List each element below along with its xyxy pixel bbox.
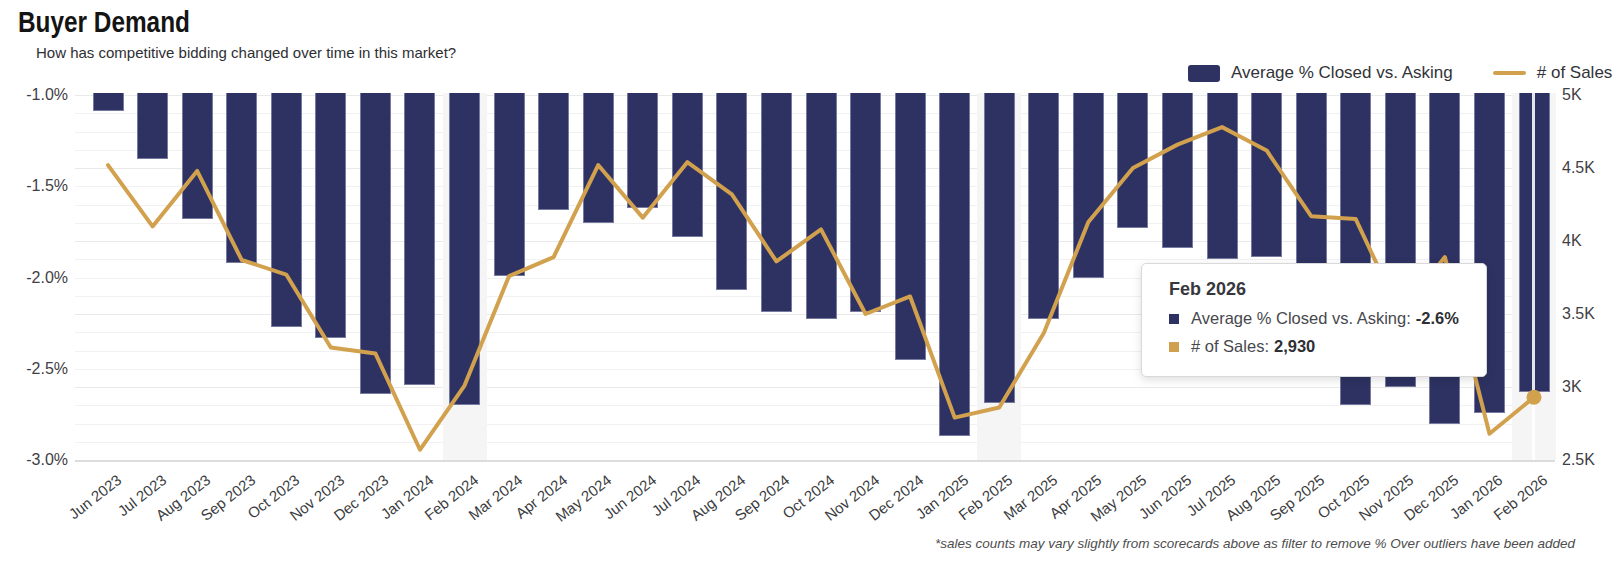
bar-jun-2024[interactable] <box>627 93 658 208</box>
tooltip-title: Feb 2026 <box>1169 279 1486 300</box>
tooltip-row-line: # of Sales: 2,930 <box>1169 337 1486 356</box>
bar-jun-2023[interactable] <box>93 93 124 111</box>
y-axis-right-tick: 3.5K <box>1562 305 1595 323</box>
gridline-major <box>75 387 1552 388</box>
bar-aug-2025[interactable] <box>1251 93 1282 257</box>
y-axis-left-tick: -2.5% <box>14 360 68 378</box>
tooltip-line-value: 2,930 <box>1274 337 1315 356</box>
page-title: Buyer Demand <box>18 6 190 39</box>
bar-jun-2025[interactable] <box>1162 93 1193 248</box>
bar-sep-2023[interactable] <box>226 93 257 263</box>
gridline-minor <box>75 405 1552 406</box>
bar-feb-2024[interactable] <box>449 93 480 405</box>
bar-apr-2025[interactable] <box>1073 93 1104 278</box>
bar-dec-2024[interactable] <box>895 93 926 360</box>
y-axis-left-tick: -1.5% <box>14 177 68 195</box>
bar-feb-2025[interactable] <box>984 93 1015 403</box>
tooltip-line-bullet-icon <box>1169 342 1179 352</box>
bar-jan-2025[interactable] <box>939 93 970 436</box>
bar-aug-2024[interactable] <box>716 93 747 290</box>
tooltip-line-label: # of Sales: <box>1191 337 1269 356</box>
bar-oct-2024[interactable] <box>806 93 837 319</box>
bar-nov-2023[interactable] <box>315 93 346 338</box>
y-axis-left-tick: -2.0% <box>14 269 68 287</box>
bar-nov-2024[interactable] <box>850 93 881 312</box>
tooltip-bar-bullet-icon <box>1169 314 1179 324</box>
legend: Average % Closed vs. Asking # of Sales <box>1188 60 1612 86</box>
y-axis-left-tick: -1.0% <box>14 86 68 104</box>
bar-dec-2023[interactable] <box>360 93 391 394</box>
gridline-minor <box>75 424 1552 425</box>
buyer-demand-chart-panel: Buyer Demand How has competitive bidding… <box>0 0 1616 568</box>
gridline-minor <box>75 442 1552 443</box>
bar-sep-2024[interactable] <box>761 93 792 312</box>
bar-aug-2023[interactable] <box>182 93 213 219</box>
bar-jul-2024[interactable] <box>672 93 703 237</box>
bar-mar-2025[interactable] <box>1028 93 1059 319</box>
y-axis-right-tick: 4.5K <box>1562 159 1595 177</box>
tooltip-row-bar: Average % Closed vs. Asking: -2.6% <box>1169 309 1486 328</box>
y-axis-right-tick: 4K <box>1562 232 1582 250</box>
x-axis-line <box>75 460 1555 462</box>
legend-line-label[interactable]: # of Sales <box>1537 63 1613 83</box>
tooltip: Feb 2026 Average % Closed vs. Asking: -2… <box>1141 263 1487 377</box>
page-subtitle: How has competitive bidding changed over… <box>36 44 456 61</box>
bar-oct-2023[interactable] <box>271 93 302 327</box>
tooltip-bar-label: Average % Closed vs. Asking: <box>1191 309 1411 328</box>
y-axis-right-tick: 5K <box>1562 86 1582 104</box>
legend-line-swatch-icon <box>1493 71 1526 75</box>
footnote: *sales counts may vary slightly from sco… <box>935 536 1575 551</box>
bar-mar-2024[interactable] <box>494 93 525 276</box>
bar-jul-2023[interactable] <box>137 93 168 159</box>
bar-jul-2025[interactable] <box>1207 93 1238 259</box>
bar-jan-2024[interactable] <box>404 93 435 385</box>
legend-bar-swatch-icon <box>1188 65 1220 82</box>
bar-may-2024[interactable] <box>583 93 614 223</box>
hover-crosshair <box>1532 93 1535 460</box>
bar-apr-2024[interactable] <box>538 93 569 210</box>
bar-may-2025[interactable] <box>1117 93 1148 228</box>
y-axis-left-tick: -3.0% <box>14 451 68 469</box>
tooltip-bar-value: -2.6% <box>1416 309 1459 328</box>
y-axis-right-tick: 3K <box>1562 378 1582 396</box>
legend-bar-label[interactable]: Average % Closed vs. Asking <box>1231 63 1453 83</box>
y-axis-right-tick: 2.5K <box>1562 451 1595 469</box>
